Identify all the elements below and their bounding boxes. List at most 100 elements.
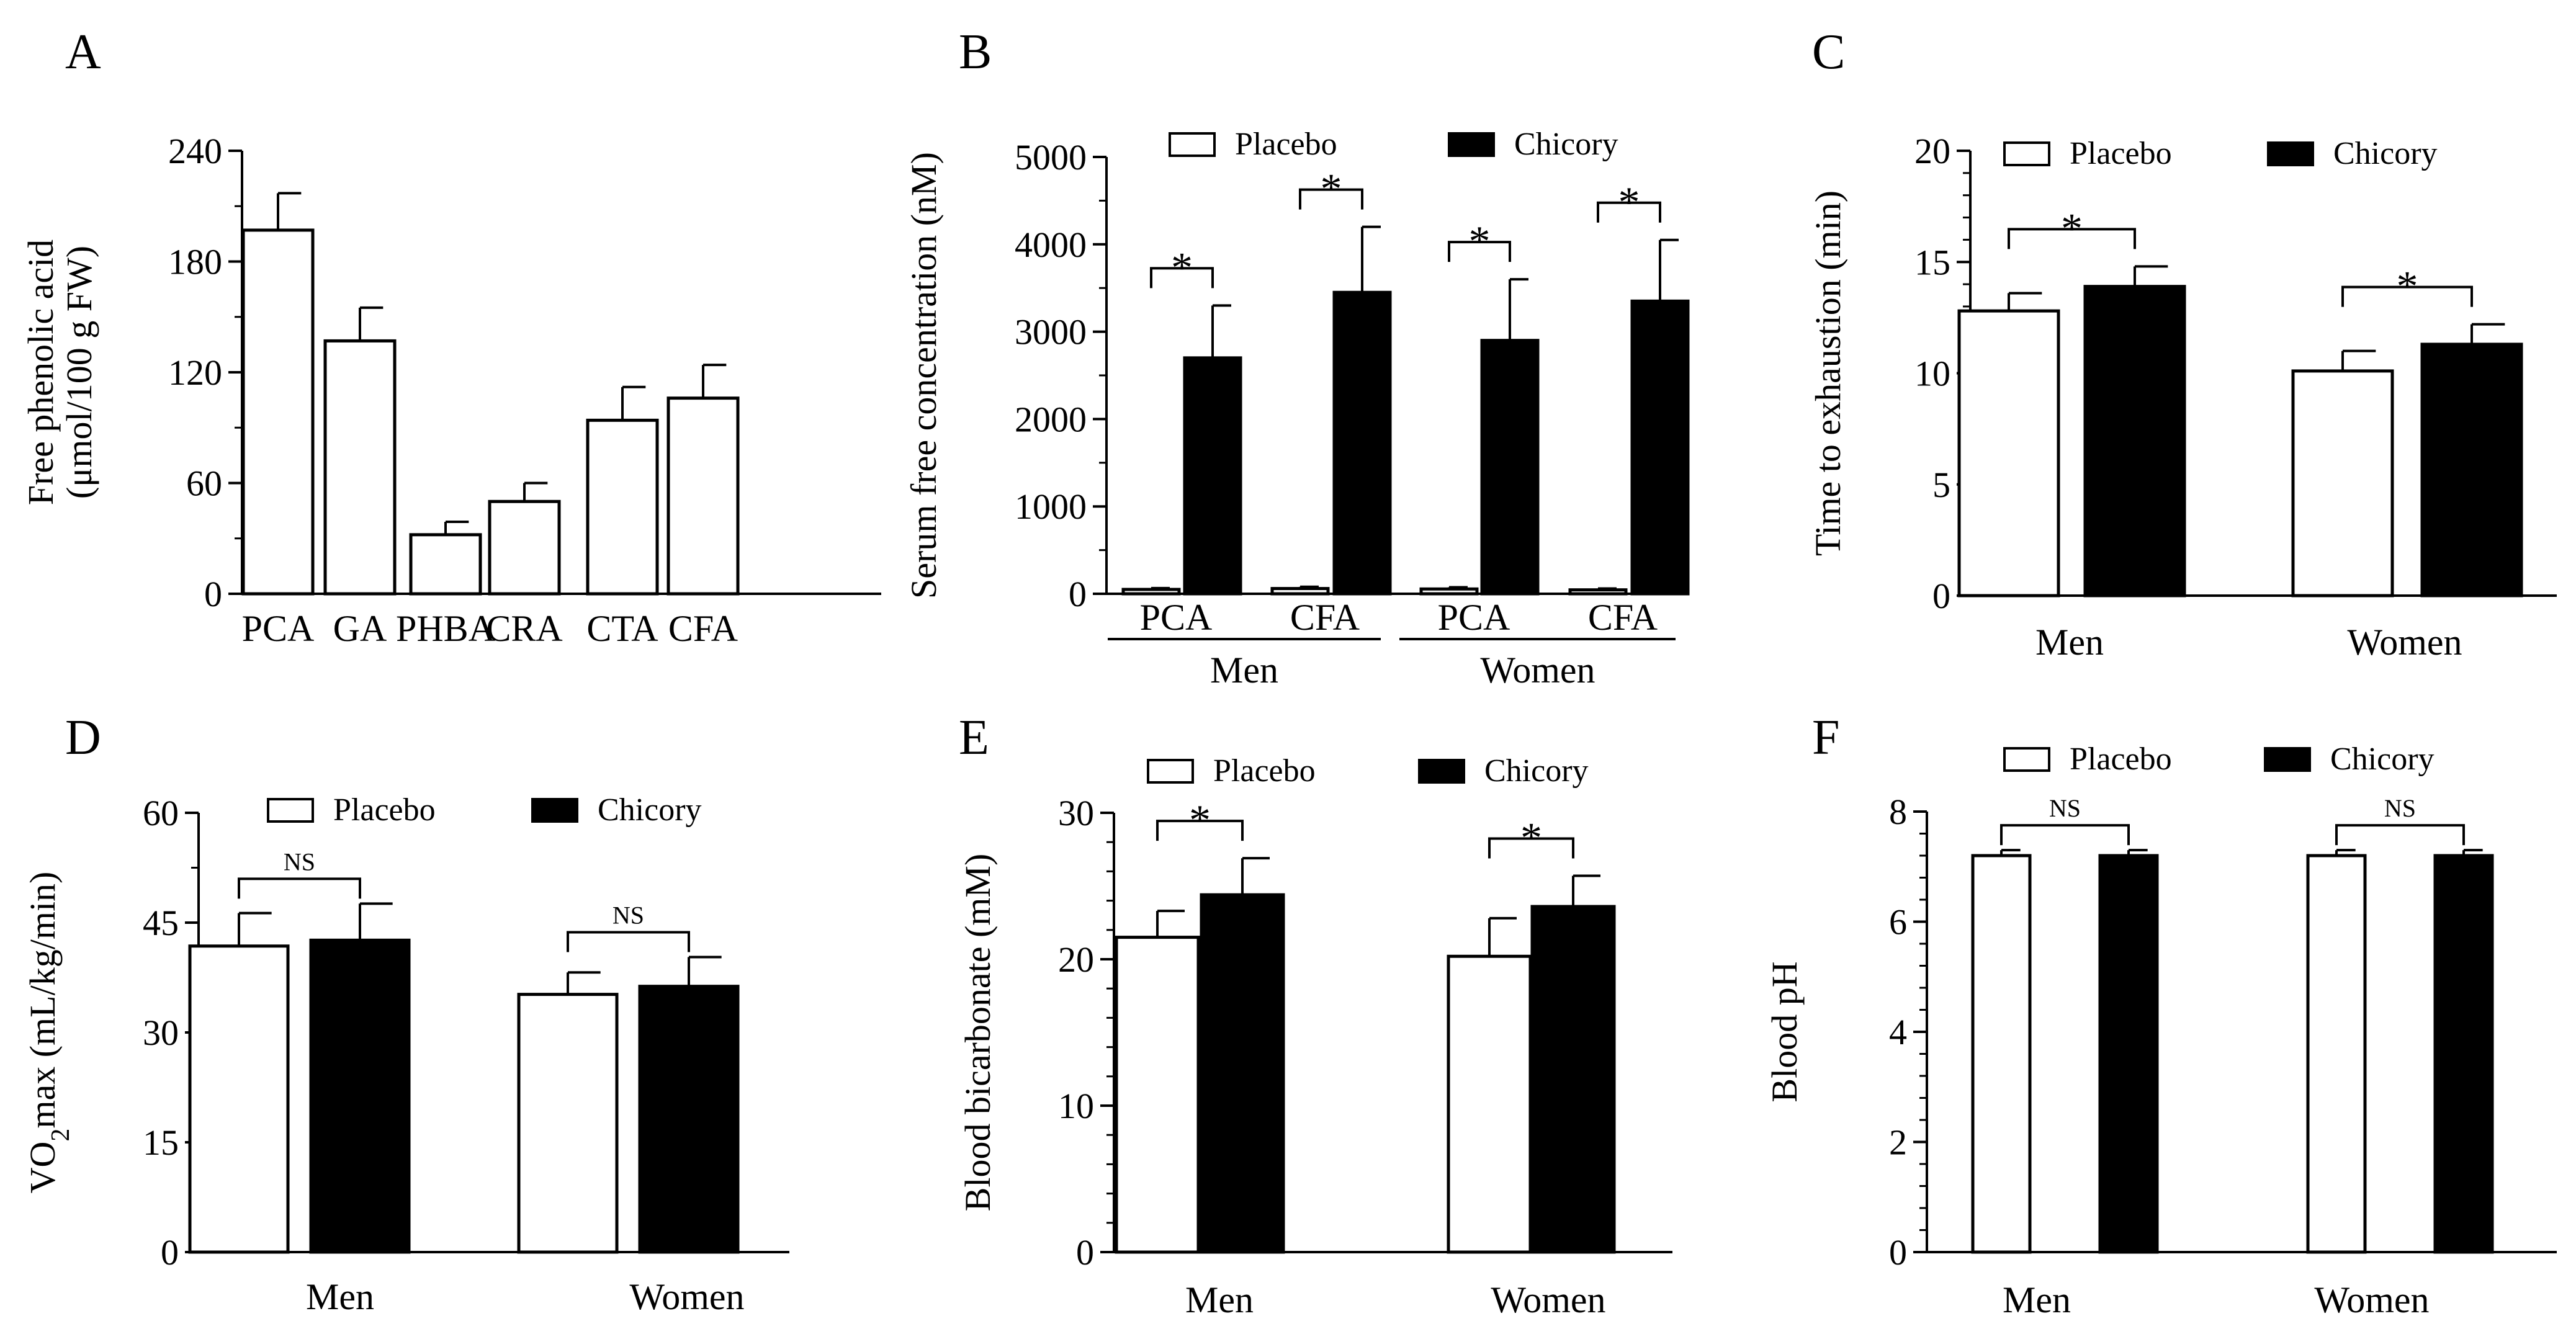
panel-e: E 0 10 20 30 Blood bicarbonate (mM) * * Men Women… [958,710,1672,1320]
panel-c: C 0 5 10 15 20 Time to exhaustion (min) * * Men Wo… [1808,25,2557,663]
significance-bracket [238,877,361,899]
significance-bracket [2335,824,2465,846]
significance-label: * [2061,205,2083,253]
legend-swatch-chicory [1448,132,1495,157]
bar-placebo [1270,587,1330,596]
x-category-label: PCA [1438,597,1510,638]
bar-placebo [517,993,619,1254]
y-axis-title: Time to exhaustion (min) [1808,190,1848,556]
significance-label: NS [2384,794,2416,822]
x-category-label: PCA [1140,597,1213,638]
panel-letter-e: E [959,710,989,765]
y-tick-label: 6 [1889,902,1907,942]
panel-a: A 0 60 120 180 240 Free phenolic acid(μmol/100… [20,25,881,649]
y-axis-title-line2: (μmol/100 g FW) [59,246,99,499]
bar-chicory [2420,342,2523,598]
bar [409,533,482,596]
x-category-label: CRA [486,608,562,649]
bar-chicory [2098,854,2159,1254]
bar-chicory [1332,290,1392,596]
y-axis-title: Blood pH [1764,961,1805,1102]
legend-swatch-placebo [2003,747,2050,772]
x-category-label: CFA [1290,597,1360,638]
legend-swatch-chicory [1418,759,1465,784]
x-group-label: Men [1210,650,1278,691]
x-category-label: PCA [242,608,315,649]
bar-placebo [1121,588,1181,596]
bar-placebo [1447,954,1532,1254]
y-tick-label: 5000 [1015,137,1087,177]
y-tick-label: 2000 [1015,399,1087,439]
y-tick-label: 0 [161,1232,179,1273]
y-tick-label: 5 [1932,465,1950,505]
x-category-label: Women [1491,1279,1605,1320]
y-axis-title-line1: Free phenolic acid [20,239,61,505]
x-category-label: GA [333,608,387,649]
x-category-label: Men [2003,1279,2071,1320]
significance-bracket [2008,228,2136,249]
significance-label: * [1321,166,1342,213]
legend-swatch-chicory [2264,747,2311,772]
y-tick-label: 180 [168,242,222,282]
panel-letter-c: C [1812,25,1845,79]
bar-chicory [1200,893,1285,1254]
y-tick-label: 120 [168,352,222,393]
bar-placebo [1971,854,2032,1254]
panel-b: B 0 1000 2000 3000 4000 5000 Serum free concent… [904,25,1690,691]
y-tick-label: 4 [1889,1012,1907,1052]
y-tick-label: 20 [1058,939,1094,980]
bar-chicory [1480,339,1540,596]
bar-placebo [1568,588,1628,596]
significance-label: * [1171,244,1193,292]
y-tick-label: 15 [143,1122,179,1163]
panel-letter-b: B [959,25,992,79]
x-category-label: CFA [1588,597,1658,638]
y-tick-label: 3000 [1015,312,1087,352]
x-category-label: Men [1185,1279,1254,1320]
bar-placebo [2306,854,2367,1254]
legend-swatch-placebo [1169,132,1216,157]
y-tick-label: 0 [1069,574,1087,614]
bar-placebo [2291,369,2394,598]
x-category-label: Men [306,1276,374,1317]
significance-label: NS [284,848,315,875]
significance-bracket [1448,241,1511,262]
legend-label-chicory: Chicory [2330,741,2435,777]
legend-label-placebo: Placebo [2070,741,2172,777]
x-category-label: Women [629,1276,744,1317]
y-tick-label: 20 [1914,131,1950,171]
significance-bracket [1488,837,1574,859]
significance-label: * [2397,263,2418,311]
significance-label: NS [2049,794,2081,822]
y-tick-label: 0 [204,574,222,614]
panel-d: D 0 15 30 45 60 VO2max (mL/kg/min) NS NS Men Women… [22,710,789,1317]
significance-label: * [1469,218,1491,266]
legend-label-chicory: Chicory [2333,136,2438,171]
significance-label: * [1520,814,1542,862]
legend-swatch-placebo [1147,759,1194,784]
panel-letter-f: F [1812,710,1840,765]
y-axis-title: Blood bicarbonate (mM) [958,854,998,1212]
significance-bracket [1150,267,1214,289]
significance-bracket [2341,285,2473,307]
significance-bracket [567,931,690,952]
legend-swatch-placebo [267,798,314,823]
y-tick-label: 30 [1058,793,1094,833]
bar-placebo [1957,309,2060,598]
legend-label-placebo: Placebo [2070,136,2172,171]
bar-placebo [188,944,290,1254]
legend-label-chicory: Chicory [598,792,702,828]
significance-label: * [1189,797,1211,844]
bar-chicory [2083,285,2186,598]
x-group-label: Women [1480,650,1595,691]
y-tick-label: 1000 [1015,486,1087,527]
significance-label: * [1618,179,1640,226]
legend-label-placebo: Placebo [333,792,436,828]
x-category-label: CTA [586,608,658,649]
panel-letter-a: A [65,25,101,79]
y-axis-title: VO2max (mL/kg/min) [22,872,75,1194]
legend-swatch-placebo [2003,141,2050,166]
bar [488,499,561,596]
x-category-label: Men [2035,622,2104,663]
